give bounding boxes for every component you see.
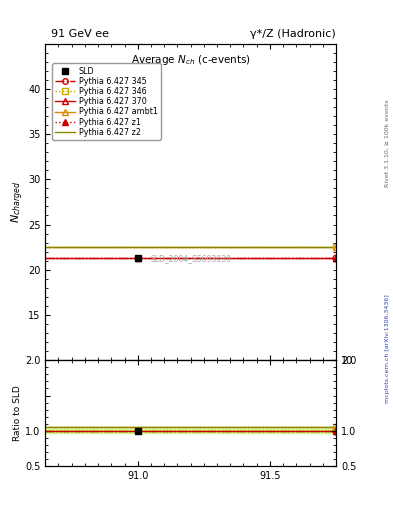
Text: γ*/Z (Hadronic): γ*/Z (Hadronic) bbox=[250, 29, 336, 39]
Y-axis label: $N_{charged}$: $N_{charged}$ bbox=[10, 181, 26, 223]
Text: mcplots.cern.ch [arXiv:1306.3436]: mcplots.cern.ch [arXiv:1306.3436] bbox=[385, 294, 390, 402]
Legend: SLD, Pythia 6.427 345, Pythia 6.427 346, Pythia 6.427 370, Pythia 6.427 ambt1, P: SLD, Pythia 6.427 345, Pythia 6.427 346,… bbox=[52, 63, 161, 140]
Text: Rivet 3.1.10, ≥ 100k events: Rivet 3.1.10, ≥ 100k events bbox=[385, 99, 390, 187]
Text: 91 GeV ee: 91 GeV ee bbox=[51, 29, 109, 39]
Text: Average $N_{ch}$ (c-events): Average $N_{ch}$ (c-events) bbox=[130, 53, 251, 67]
Text: SLD_2004_S5693039: SLD_2004_S5693039 bbox=[150, 254, 231, 264]
Bar bbox=[45, 429, 336, 433]
Y-axis label: Ratio to SLD: Ratio to SLD bbox=[13, 385, 22, 441]
